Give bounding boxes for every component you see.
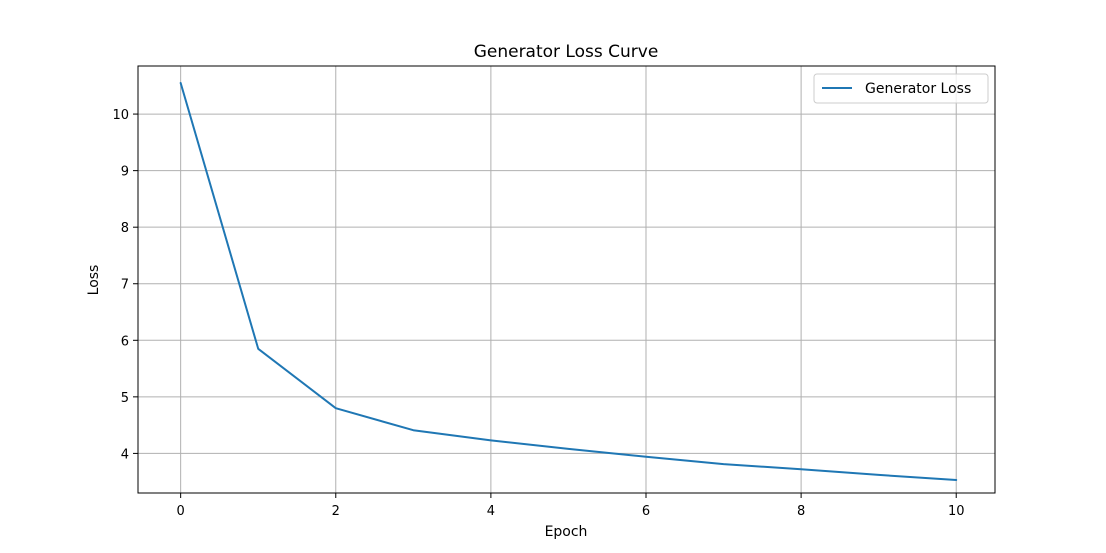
y-axis-ticks: 4 5 6 7 8 9 10 [112, 108, 138, 462]
x-tick-label: 8 [797, 504, 805, 519]
y-tick-label: 7 [121, 278, 129, 293]
y-tick-label: 10 [112, 108, 129, 123]
y-tick-label: 5 [121, 391, 129, 406]
x-tick-label: 10 [948, 504, 965, 519]
y-axis-title: Loss [86, 265, 102, 296]
x-tick-label: 2 [332, 504, 340, 519]
series-line-generator-loss [179, 81, 958, 481]
y-tick-label: 9 [121, 165, 129, 180]
y-tick-label: 6 [121, 334, 129, 349]
x-axis-title: Epoch [545, 524, 588, 540]
y-tick-label: 4 [121, 447, 129, 462]
legend-label-generator-loss: Generator Loss [865, 81, 971, 97]
x-tick-label: 6 [642, 504, 650, 519]
chart-title: Generator Loss Curve [474, 42, 659, 62]
x-tick-label: 0 [177, 504, 185, 519]
x-axis-ticks: 0 2 4 6 8 10 [177, 493, 965, 519]
series-layer [179, 81, 958, 481]
grid-layer [138, 66, 995, 493]
legend-box [813, 73, 989, 104]
y-tick-label: 8 [121, 221, 129, 236]
legend: Generator Loss [813, 73, 989, 104]
plot-area-frame [137, 65, 996, 494]
x-tick-label: 4 [487, 504, 495, 519]
